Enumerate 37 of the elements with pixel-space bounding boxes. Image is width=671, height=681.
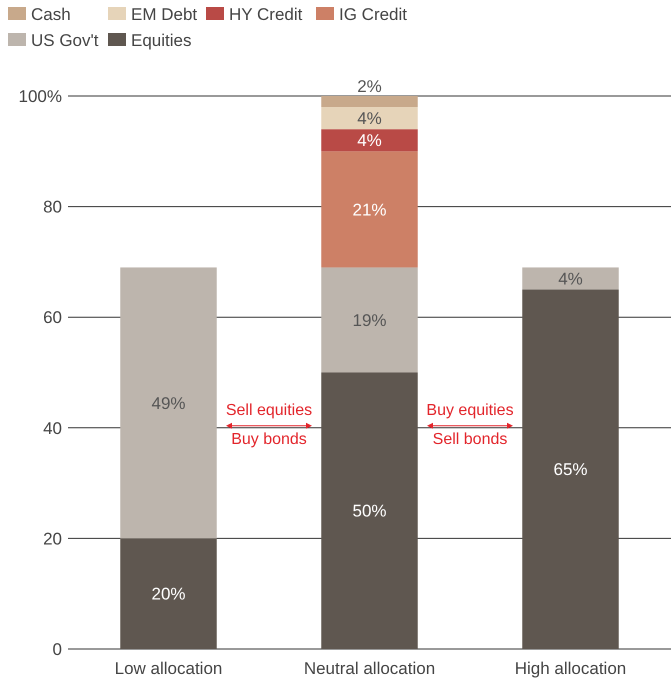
legend-label: Cash bbox=[31, 4, 71, 24]
data-label: 2% bbox=[357, 77, 382, 96]
bar bbox=[522, 267, 619, 290]
data-label: 4% bbox=[357, 109, 382, 128]
legend-label: HY Credit bbox=[229, 4, 303, 24]
data-label: 20% bbox=[151, 584, 186, 604]
data-label: 4% bbox=[357, 131, 382, 150]
legend-label: US Gov't bbox=[31, 30, 99, 50]
data-label: 65% bbox=[553, 460, 588, 480]
y-tick-label: 0 bbox=[52, 640, 62, 659]
bar bbox=[321, 129, 418, 152]
data-label: 50% bbox=[352, 502, 387, 521]
legend-label: IG Credit bbox=[339, 4, 408, 24]
x-tick-label: High allocation bbox=[514, 659, 626, 678]
annotation: Buy equities Sell bonds bbox=[426, 402, 514, 448]
bar bbox=[321, 372, 418, 649]
data-label: 49% bbox=[151, 394, 186, 413]
y-tick-label: 40 bbox=[43, 418, 62, 438]
bar bbox=[522, 290, 619, 649]
bar bbox=[120, 538, 217, 649]
y-tick-label: 100% bbox=[18, 86, 62, 106]
x-tick-label: Neutral allocation bbox=[304, 659, 436, 678]
annotation: Sell equities Buy bonds bbox=[226, 402, 312, 448]
data-label: 19% bbox=[352, 310, 387, 330]
data-label: 21% bbox=[352, 200, 387, 220]
y-tick-label: 60 bbox=[43, 308, 62, 328]
y-tick-label: 80 bbox=[43, 198, 62, 217]
x-tick-label: Low allocation bbox=[114, 659, 222, 678]
y-tick-label: 20 bbox=[43, 529, 62, 548]
bar bbox=[321, 96, 418, 108]
bar bbox=[321, 151, 418, 268]
bar bbox=[321, 107, 418, 130]
bar bbox=[321, 267, 418, 372]
legend-label: EM Debt bbox=[131, 4, 198, 24]
bar bbox=[120, 267, 217, 538]
data-label: 4% bbox=[558, 269, 583, 288]
legend-label: Equities bbox=[131, 30, 192, 50]
